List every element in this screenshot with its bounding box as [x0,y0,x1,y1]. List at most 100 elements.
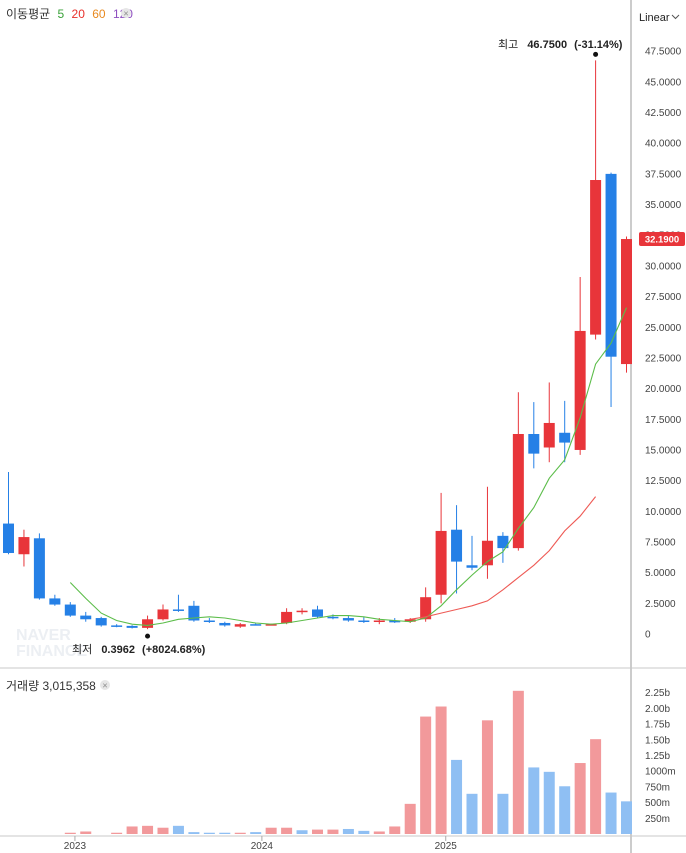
volume-tick-label: 2.25b [645,688,670,699]
price-tick-label: 20.0000 [645,384,682,395]
candle-body [420,597,432,620]
candle-body [80,615,92,620]
ma-legend-20[interactable]: 20 [72,7,86,21]
price-tick-label: 40.0000 [645,139,682,150]
candle [296,608,308,615]
price-tick-label: 37.5000 [645,169,682,180]
candles [3,60,632,630]
candle-body [466,565,478,568]
candle [435,492,447,604]
current-price-text: 32.1900 [645,235,679,246]
candle-body [574,330,586,450]
volume-bar [64,832,76,834]
volume-bars [64,690,632,834]
volume-bar [219,832,231,834]
time-tick-label: 2024 [251,841,274,852]
volume-bar [404,803,416,834]
candle [172,594,184,612]
price-tick-label: 17.5000 [645,415,682,426]
candle [312,605,323,619]
price-tick-label: 7.5000 [645,537,676,548]
candle-body [219,622,231,626]
time-tick-label: 2023 [64,841,87,852]
volume-bar [172,825,184,834]
chevron-down-icon[interactable] [671,14,680,20]
candle-body [33,538,45,599]
ma-legend-title: 이동평균 [6,7,50,21]
scale-mode-select[interactable]: Linear [639,12,670,24]
high-marker [593,51,599,57]
candle [111,624,123,628]
ma-legend[interactable]: 이동평균 5 20 60 120 [6,7,133,21]
time-axis: 2023 2024 2025 [64,836,457,852]
volume-bar [342,828,354,834]
candle [219,621,231,627]
moving-average-lines [69,307,628,626]
low-marker [145,633,151,639]
volume-close-bg[interactable] [100,680,110,690]
price-tick-label: 12.5000 [645,476,682,487]
candle-body [327,616,339,619]
price-tick-label: 42.5000 [645,108,682,119]
high-label: 최고 [498,38,518,51]
candle [590,60,602,340]
volume-tick-label: 1.75b [645,720,670,731]
volume-bar [497,793,509,834]
ma-legend-close-icon[interactable]: × [123,9,128,19]
volume-bar [543,771,555,834]
candle [481,486,493,579]
candle [451,505,463,594]
candle-body [234,624,246,627]
ma-legend-close-bg[interactable] [121,8,131,18]
candle-body [404,619,416,622]
watermark-line-1: NAVER [16,627,71,644]
volume-bar [512,690,524,834]
volume-bar [142,825,154,834]
candle-body [188,605,200,621]
volume-bar [373,831,385,834]
price-tick-label: 25.0000 [645,323,682,334]
volume-bar [528,767,540,834]
volume-close-icon[interactable]: × [102,681,107,691]
ma-legend-5[interactable]: 5 [58,7,65,21]
candle-body [172,609,184,611]
candle-body [590,180,602,335]
volume-bar [451,759,463,834]
candle [95,616,107,627]
candle-body [265,624,277,626]
candle-body [157,609,169,620]
volume-bar [327,829,339,834]
current-price-tag: 32.1900 [639,232,685,247]
candle [3,472,14,555]
low-change: (+8024.68%) [142,644,206,656]
high-price: 46.7500 [527,39,567,51]
candle-body [528,433,540,454]
volume-tick-label: 250m [645,814,670,825]
candle-body [435,530,447,595]
volume-bar [481,720,493,834]
price-axis: 0 2.5000 5.0000 7.5000 10.0000 12.5000 15.0000… [645,47,682,641]
candle [574,276,586,455]
candle [512,392,524,551]
candle [49,594,61,606]
ma-legend-60[interactable]: 60 [92,7,106,21]
volume-bar [590,739,602,834]
candle-body [621,239,632,365]
candle [543,382,555,463]
volume-bar [250,832,262,834]
volume-bar [605,792,617,834]
candle [559,400,571,463]
volume-bar [188,832,200,834]
candle-body [451,529,463,562]
candle [342,615,354,622]
candle-body [111,625,123,627]
candle-body [95,618,107,626]
candle-body [250,624,262,626]
candle-body [342,618,354,621]
candle-body [296,610,308,613]
candle-body [512,433,524,549]
current-price-tag-bg [639,232,685,247]
price-tick-label: 27.5000 [645,292,682,303]
candle [33,533,45,600]
